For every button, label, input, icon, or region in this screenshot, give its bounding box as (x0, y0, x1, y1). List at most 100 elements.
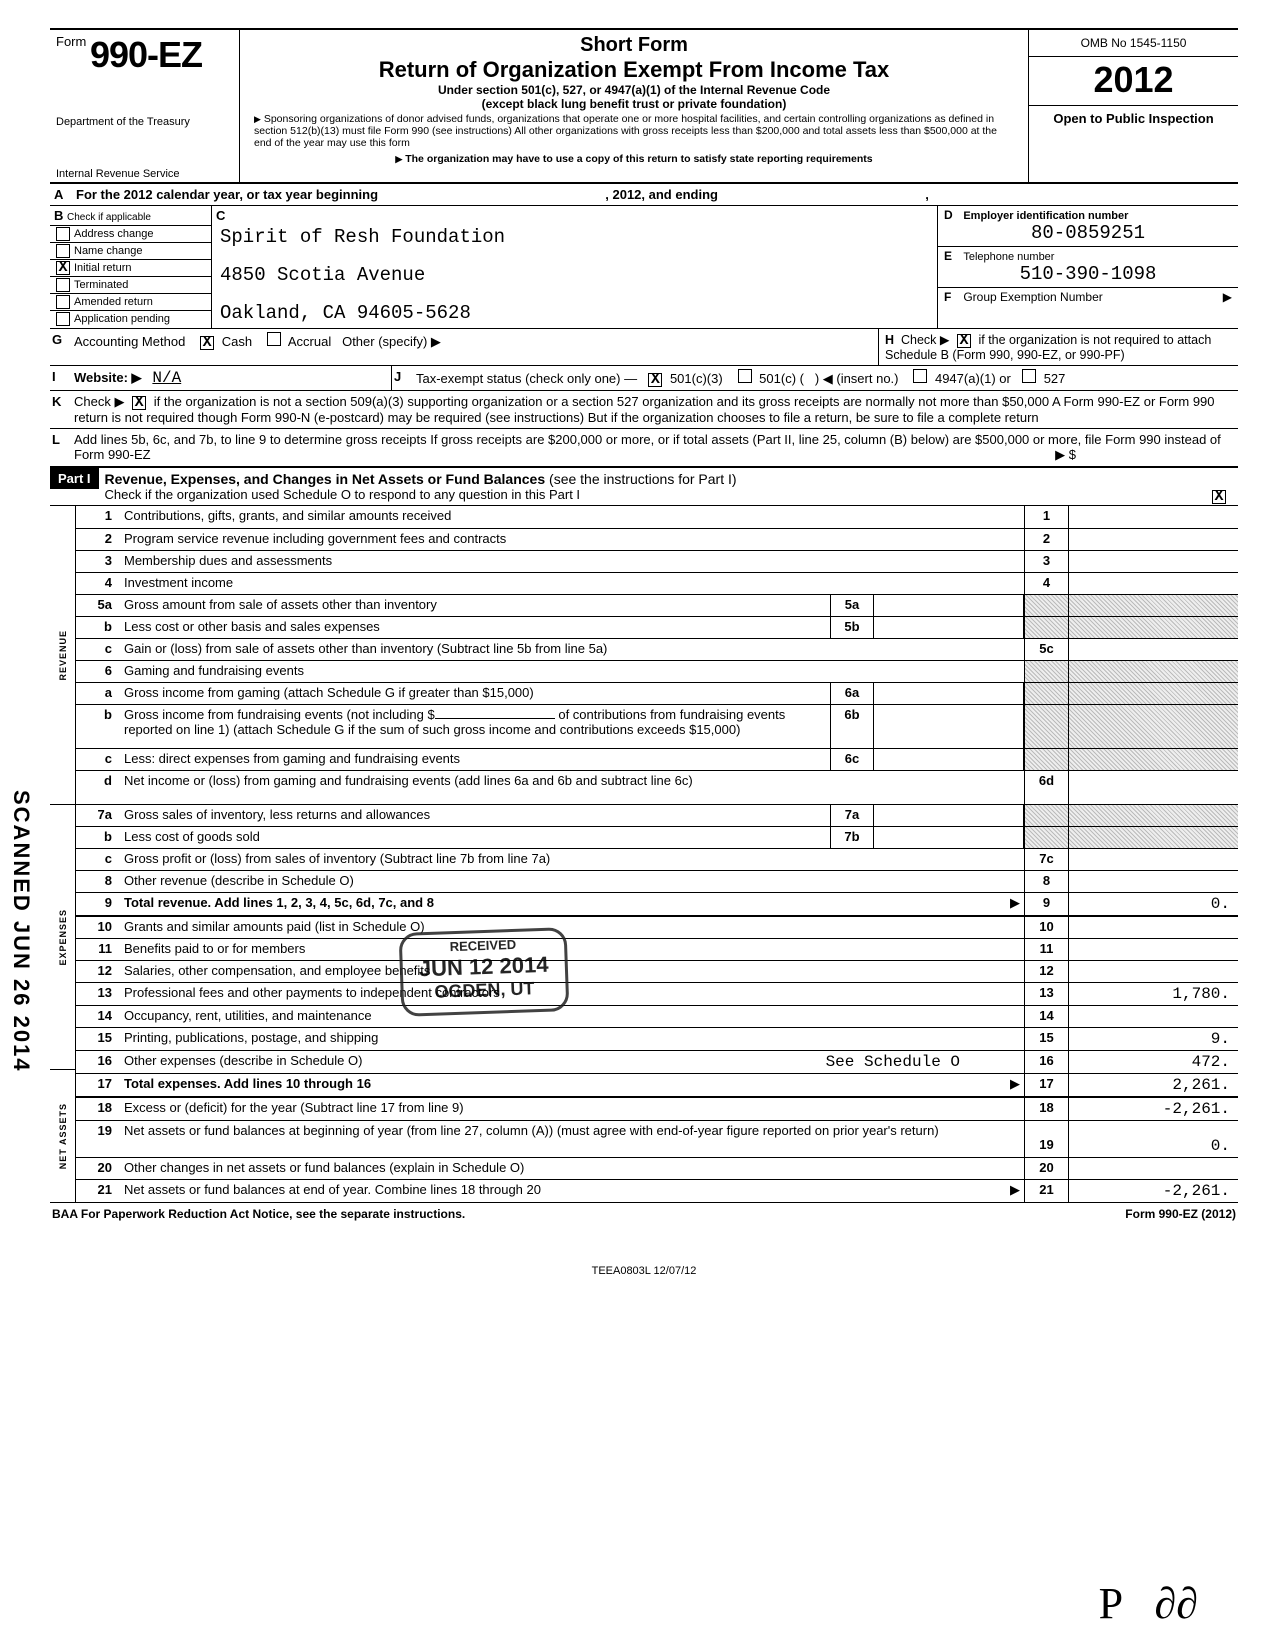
checkbox-icon[interactable] (56, 227, 70, 241)
line-num: 19 (76, 1121, 120, 1157)
chk-pending[interactable]: Application pending (50, 310, 211, 327)
line-rval[interactable] (1068, 939, 1238, 960)
checkbox-k[interactable]: X (132, 396, 146, 410)
mid-val[interactable] (874, 595, 1024, 616)
line-rval[interactable] (1068, 961, 1238, 982)
rowa-t1: For the 2012 calendar year, or tax year … (76, 187, 378, 202)
mid-num: 7b (830, 827, 874, 848)
line-rval[interactable]: 0. (1068, 893, 1238, 915)
line-text: Printing, publications, postage, and shi… (120, 1028, 1024, 1050)
open-public: Open to Public Inspection (1029, 106, 1238, 132)
line-text: Salaries, other compensation, and employ… (120, 961, 1024, 982)
shaded-cell (1024, 683, 1068, 704)
l-text: Add lines 5b, 6c, and 7b, to line 9 to d… (74, 432, 1221, 462)
j-c: 501(c) ( (759, 371, 804, 386)
chk-address-change[interactable]: Address change (50, 225, 211, 242)
header-left: Form 990-EZ Department of the Treasury I… (50, 30, 240, 182)
ein-value: 80-0859251 (944, 222, 1232, 244)
mid-num: 6a (830, 683, 874, 704)
checkbox-accrual[interactable] (267, 332, 281, 346)
mid-num: 6b (830, 705, 874, 748)
line-17: 17Total expenses. Add lines 10 through 1… (76, 1073, 1238, 1097)
line-rval[interactable] (1068, 771, 1238, 804)
line-rnum: 17 (1024, 1074, 1068, 1096)
part1-table: REVENUE EXPENSES NET ASSETS 1Contributio… (50, 506, 1238, 1203)
checkbox-icon[interactable] (56, 278, 70, 292)
mid-val[interactable] (874, 805, 1024, 826)
line-rval[interactable] (1068, 917, 1238, 938)
shaded-cell (1068, 705, 1238, 748)
l16-extra: See Schedule O (826, 1053, 1020, 1071)
checkbox-h[interactable]: X (957, 334, 971, 348)
checkbox-527[interactable] (1022, 369, 1036, 383)
line-6b: bGross income from fundraising events (n… (76, 704, 1238, 748)
line-rnum: 14 (1024, 1006, 1068, 1027)
checkbox-cash[interactable]: X (200, 336, 214, 350)
checkbox-icon[interactable] (56, 312, 70, 326)
line-rval[interactable] (1068, 1006, 1238, 1027)
line-rval[interactable] (1068, 551, 1238, 572)
col-def: D Employer identification number 80-0859… (938, 206, 1238, 328)
mid-val[interactable] (874, 827, 1024, 848)
label-k: K (50, 391, 72, 428)
line-rval[interactable]: 2,261. (1068, 1074, 1238, 1096)
shaded-cell (1024, 705, 1068, 748)
copy-note: The organization may have to use a copy … (248, 151, 1020, 167)
label-d: D (944, 208, 960, 222)
line-18: 18Excess or (deficit) for the year (Subt… (76, 1097, 1238, 1120)
line-5c: cGain or (loss) from sale of assets othe… (76, 638, 1238, 660)
checkbox-501c[interactable] (738, 369, 752, 383)
checkbox-part1[interactable]: X (1212, 490, 1226, 504)
checkbox-icon[interactable] (56, 244, 70, 258)
line-rval[interactable] (1068, 529, 1238, 550)
chk-terminated[interactable]: Terminated (50, 276, 211, 293)
line-rval[interactable] (1068, 871, 1238, 892)
line-rval[interactable]: 1,780. (1068, 983, 1238, 1005)
chk-initial-return[interactable]: XInitial return (50, 259, 211, 276)
mid-val[interactable] (874, 617, 1024, 638)
form-header: Form 990-EZ Department of the Treasury I… (50, 28, 1238, 184)
line-text: Membership dues and assessments (120, 551, 1024, 572)
line-rnum: 11 (1024, 939, 1068, 960)
checkbox-501c3[interactable]: X (648, 373, 662, 387)
line-rval[interactable] (1068, 573, 1238, 594)
line-7b: bLess cost of goods sold7b (76, 826, 1238, 848)
line-rval[interactable] (1068, 506, 1238, 528)
j-text: Tax-exempt status (check only one) — (416, 371, 637, 386)
mid-val[interactable] (874, 683, 1024, 704)
line-num: d (76, 771, 120, 804)
chk-amended[interactable]: Amended return (50, 293, 211, 310)
website-value: N/A (152, 369, 181, 387)
line-rnum: 12 (1024, 961, 1068, 982)
checkbox-icon[interactable] (56, 295, 70, 309)
j-4947: 4947(a)(1) or (935, 371, 1011, 386)
checkbox-4947[interactable] (913, 369, 927, 383)
mid-val[interactable] (874, 705, 1024, 748)
label-a: A (50, 184, 72, 205)
line-rval[interactable]: 472. (1068, 1051, 1238, 1073)
line-rval[interactable] (1068, 1158, 1238, 1179)
line-text: Excess or (deficit) for the year (Subtra… (120, 1098, 1024, 1120)
signature-mark: P ∂∂ (1099, 1578, 1198, 1629)
return-title: Return of Organization Exempt From Incom… (248, 57, 1020, 83)
arrow-icon: ▶ (1223, 290, 1232, 304)
line-rval[interactable] (1068, 849, 1238, 870)
short-form-label: Short Form (248, 34, 1020, 57)
shaded-cell (1024, 749, 1068, 770)
chk-name-change[interactable]: Name change (50, 242, 211, 259)
line-6: 6Gaming and fundraising events (76, 660, 1238, 682)
line-rval[interactable]: 0. (1068, 1121, 1238, 1157)
line-text: Other revenue (describe in Schedule O) (120, 871, 1024, 892)
line-num: a (76, 683, 120, 704)
mid-val[interactable] (874, 749, 1024, 770)
line-text: Other expenses (describe in Schedule O)S… (120, 1051, 1024, 1073)
line-text: Grants and similar amounts paid (list in… (120, 917, 1024, 938)
line-rval[interactable]: -2,261. (1068, 1180, 1238, 1202)
line-rval[interactable] (1068, 639, 1238, 660)
row-i-body: Website: ▶ N/A (72, 366, 392, 390)
line-rval[interactable]: 9. (1068, 1028, 1238, 1050)
part1-label: Part I (50, 468, 99, 489)
line-rval[interactable]: -2,261. (1068, 1098, 1238, 1120)
org-name: Spirit of Resh Foundation (220, 226, 929, 248)
checkbox-icon[interactable]: X (56, 261, 70, 275)
